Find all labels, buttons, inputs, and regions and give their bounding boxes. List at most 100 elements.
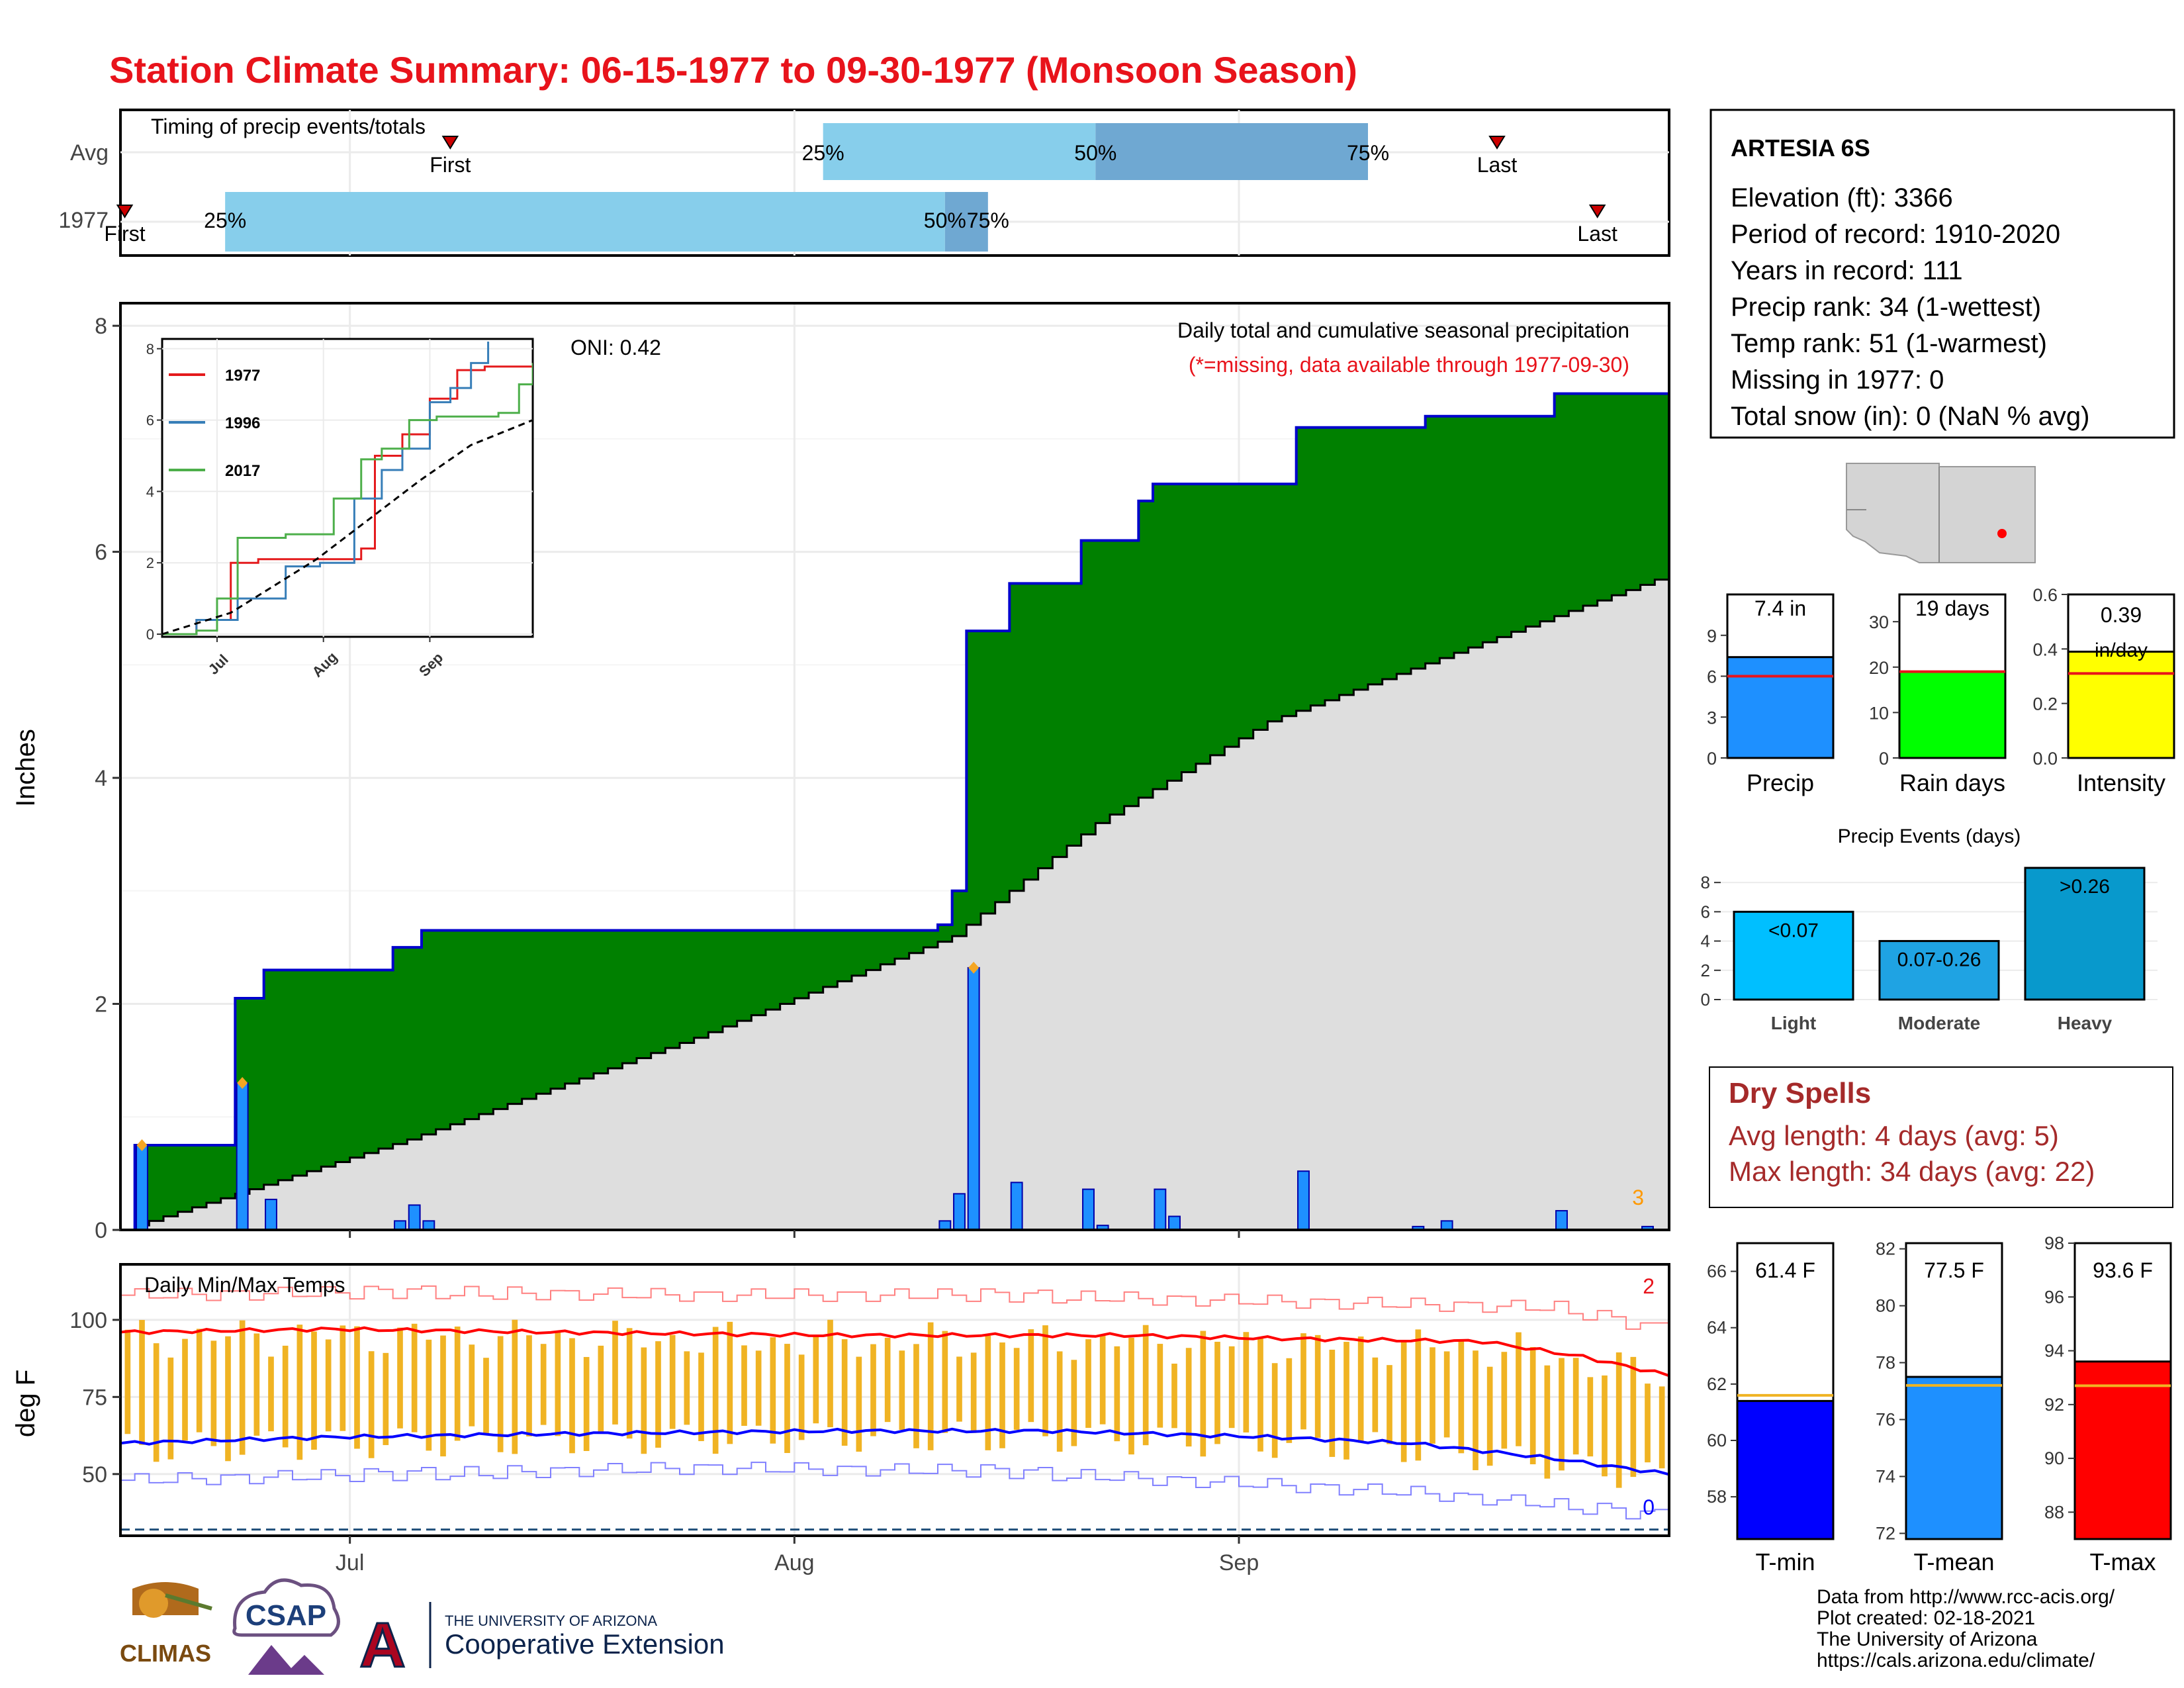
station-info-line: Total snow (in): 0 (NaN % avg): [1731, 402, 2089, 431]
daily-temp-range-bar: [1085, 1339, 1091, 1429]
oni-label: ONI: 0.42: [570, 336, 661, 359]
record-low-count: 0: [1643, 1495, 1655, 1519]
temp-summary-tick-label: 66: [1707, 1262, 1727, 1282]
daily-temp-range-bar: [884, 1337, 891, 1423]
page-title: Station Climate Summary: 06-15-1977 to 0…: [109, 49, 1357, 91]
inset-legend-label: 1996: [225, 414, 260, 432]
inset-legend-label: 2017: [225, 462, 260, 480]
daily-temp-range-bar: [1257, 1338, 1263, 1452]
daily-temp-range-bar: [497, 1336, 504, 1452]
daily-temp-range-bar: [512, 1319, 518, 1454]
ua-logo: A THE UNIVERSITY OF ARIZONA Cooperative …: [359, 1602, 725, 1682]
daily-temp-range-bar: [1430, 1347, 1435, 1444]
daily-temp-range-bar: [1602, 1375, 1608, 1477]
daily-temp-range-bar: [1343, 1342, 1349, 1460]
summary-bar-tick-label: 6: [1707, 667, 1717, 687]
events-category-label: Moderate: [1898, 1013, 1980, 1033]
temp-summary-title: T-max: [2089, 1548, 2156, 1575]
temp-summary-tick-label: 58: [1707, 1487, 1727, 1507]
precip-heading: Daily total and cumulative seasonal prec…: [1177, 318, 1629, 342]
temp-summary-label: 61.4 F: [1755, 1258, 1815, 1282]
footer-credit-line: Plot created: 02-18-2021: [1817, 1607, 2035, 1629]
daily-precip-bar: [408, 1204, 421, 1231]
summary-bar-label: 7.4 in: [1754, 596, 1806, 620]
summary-bar-tick-label: 9: [1707, 626, 1717, 646]
inset-normal-line: [161, 419, 533, 635]
inset-y-tick-label: 6: [146, 412, 154, 429]
dry-spells-title: Dry Spells: [1729, 1077, 1871, 1109]
precip-y-tick-label: 4: [95, 766, 107, 791]
station-info-line: Precip rank: 34 (1-wettest): [1731, 293, 2041, 322]
temp-summary-tick-label: 98: [2044, 1233, 2064, 1253]
daily-temp-range-bar: [325, 1339, 332, 1432]
daily-temp-range-bar: [841, 1339, 848, 1446]
temp-summary-tick-label: 82: [1876, 1239, 1895, 1259]
summary-bar-label: 0.39: [2101, 603, 2142, 627]
timing-quantile-label: 25%: [802, 141, 844, 165]
inset-series-line: [162, 363, 533, 635]
summary-bar-title: Rain days: [1899, 769, 2005, 796]
temp-summary-title: T-mean: [1913, 1548, 1994, 1575]
temp-summary-bar: [1736, 1399, 1835, 1540]
record-marker-icon: [968, 961, 979, 974]
daily-temp-range-bar: [124, 1329, 131, 1434]
daily-temp-range-bar: [755, 1350, 762, 1426]
summary-bar-tick-label: 0.2: [2032, 694, 2058, 714]
timing-row-label-1977: 1977: [58, 208, 109, 233]
temp-summary-tick-label: 92: [2044, 1395, 2064, 1415]
daily-temp-range-bar: [196, 1329, 203, 1432]
daily-temp-range-bar: [1473, 1350, 1479, 1470]
daily-temp-range-bar: [999, 1342, 1005, 1448]
timing-bar-q25-q50: [823, 123, 1096, 180]
first-marker-icon: [441, 136, 459, 150]
daily-temp-range-bar: [827, 1319, 833, 1428]
precip-events-chart: Precip Events (days) <0.07 Light 0.07-0.26…: [1701, 825, 2158, 1033]
temp-y-tick-label: 100: [69, 1308, 107, 1333]
daily-temp-range-bar: [798, 1354, 805, 1440]
daily-temp-range-bar: [1300, 1333, 1306, 1430]
daily-precip-bar: [953, 1193, 966, 1231]
daily-temp-range-bar: [669, 1335, 676, 1429]
precip-panel: 0 2 4 6 8 Inches ONI: 0.42 Daily total and c…: [11, 302, 1670, 1243]
precip-y-tick-label: 8: [95, 314, 107, 339]
daily-temp-range-bar: [1501, 1352, 1508, 1449]
daily-temp-range-bar: [1587, 1377, 1594, 1457]
daily-temp-range-bar: [927, 1322, 934, 1450]
first-label: First: [104, 222, 145, 246]
last-marker-icon: [1488, 136, 1506, 150]
daily-precip-bar: [422, 1220, 435, 1231]
temp-summary-tick-label: 64: [1707, 1318, 1727, 1338]
precip-y-tick-label: 6: [95, 540, 107, 565]
timing-quantile-label: 25%: [204, 209, 246, 232]
daily-temp-range-bar: [483, 1358, 489, 1434]
daily-precip-bar: [1154, 1188, 1167, 1231]
daily-temp-range-bar: [540, 1344, 547, 1425]
daily-temp-range-bar: [1516, 1332, 1522, 1446]
daily-temp-range-bar: [569, 1338, 575, 1454]
inset-legend-label: 1977: [225, 367, 260, 385]
daily-temp-range-bar: [1214, 1341, 1220, 1444]
daily-temp-range-bar: [182, 1338, 188, 1441]
dry-spells-box: Dry Spells Avg length: 4 days (avg: 5) M…: [1709, 1066, 2173, 1208]
timing-bar-q50-q75: [944, 192, 988, 252]
daily-temp-range-bar: [239, 1320, 246, 1455]
ua-a-icon: A: [359, 1610, 405, 1681]
daily-temp-range-bar: [311, 1331, 317, 1450]
temp-summary-tick-label: 62: [1707, 1374, 1727, 1394]
daily-temp-range-bar: [426, 1339, 432, 1451]
month-label: Aug: [774, 1550, 815, 1575]
daily-temp-range-bar: [411, 1323, 418, 1432]
daily-temp-range-bar: [253, 1333, 260, 1436]
events-bar-label: >0.26: [2060, 876, 2110, 898]
summary-bar-tick-label: 3: [1707, 708, 1717, 727]
inset-y-tick-label: 4: [146, 483, 154, 500]
daily-temp-range-bar: [440, 1335, 446, 1457]
daily-precip-bar: [1297, 1170, 1310, 1231]
timing-row-label-avg: Avg: [70, 140, 109, 165]
daily-temp-range-bar: [1071, 1360, 1077, 1446]
daily-temp-range-bar: [956, 1356, 962, 1422]
timing-quantile-label: 50%: [1074, 141, 1116, 165]
timing-title: Timing of precip events/totals: [151, 115, 426, 138]
daily-temp-range-bar: [1372, 1357, 1379, 1432]
summary-bars: 7.4 in 0 3 6 9 Precip 19 days 0 10 20 30 Rain days 0…: [1707, 585, 2175, 796]
